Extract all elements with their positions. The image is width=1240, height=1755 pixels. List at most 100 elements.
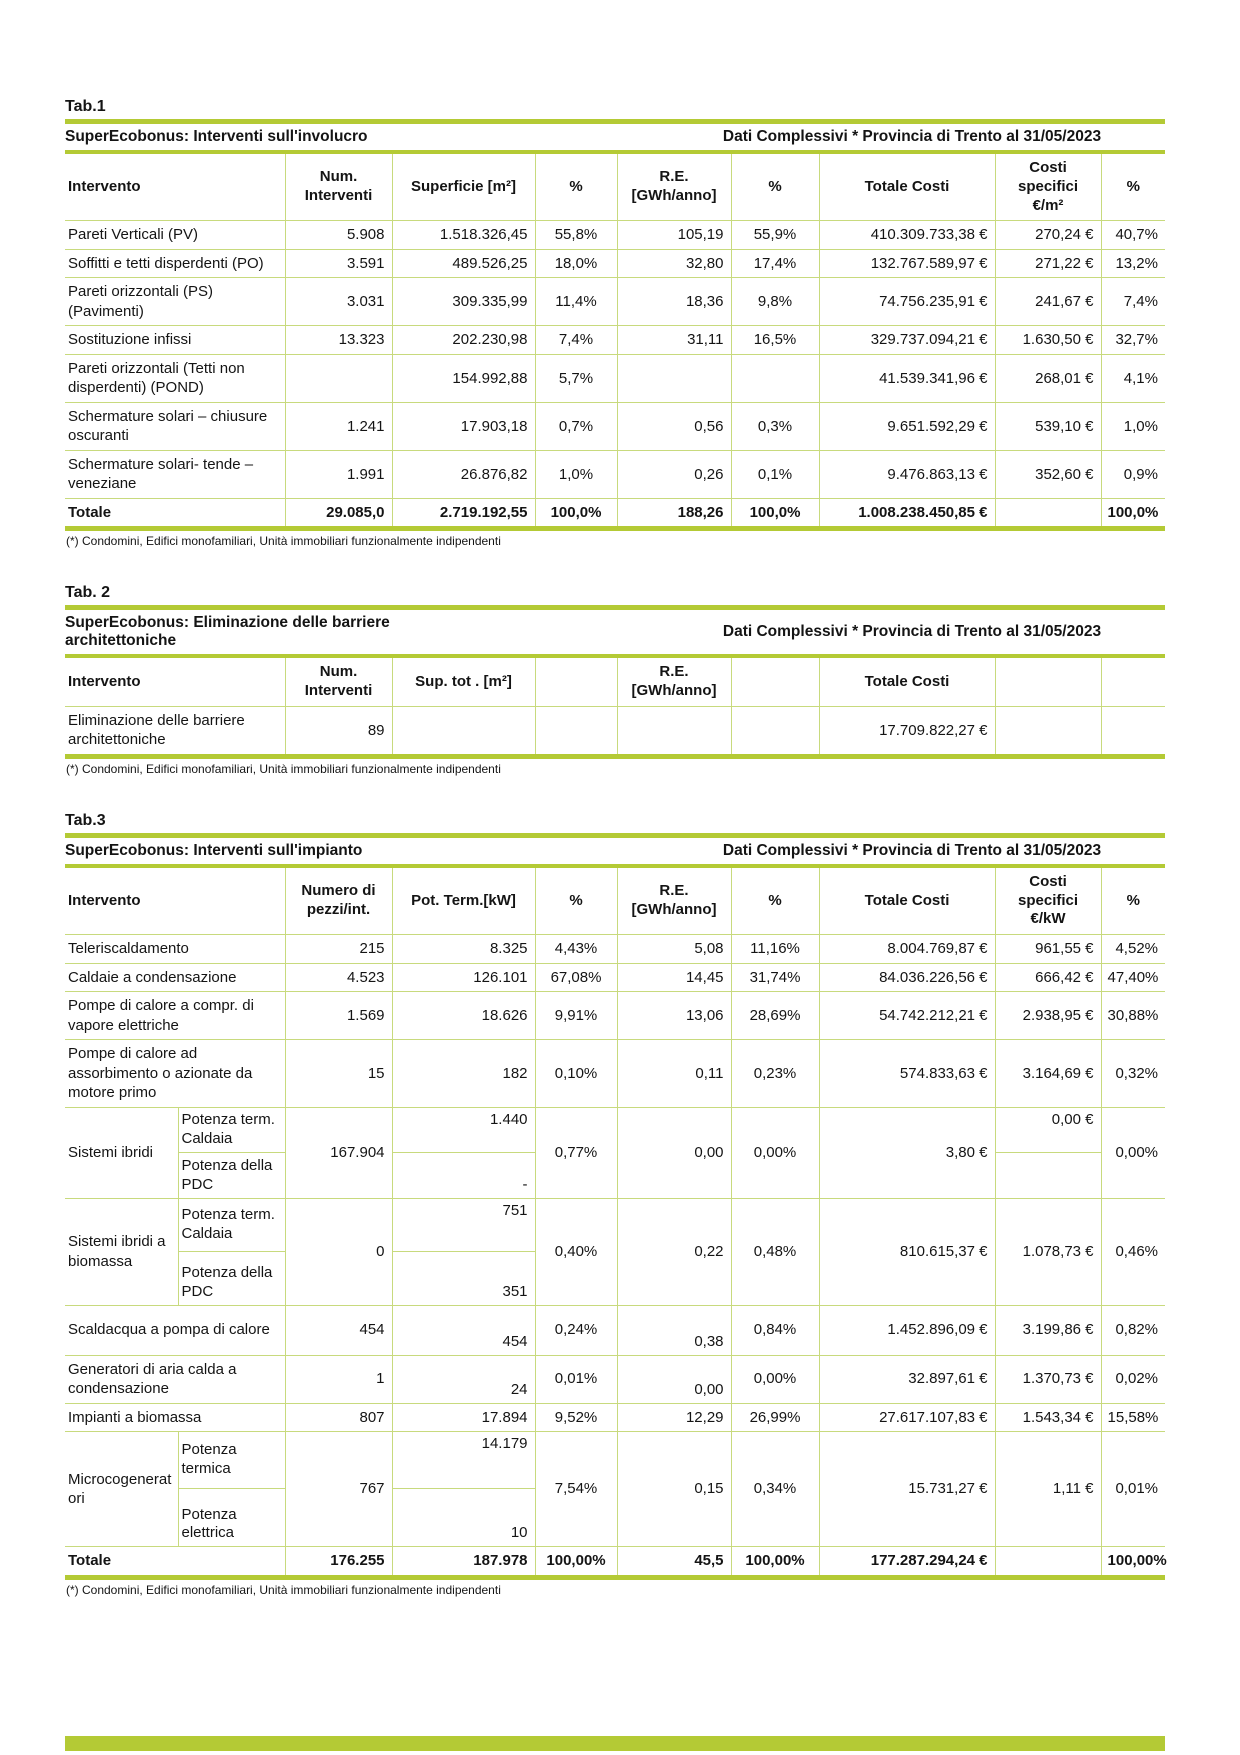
split-sub-value: 351 (502, 1282, 528, 1300)
table-cell: 12,29 (616, 1403, 732, 1432)
table-row: Sistemi ibridi a biomassa Potenza term. C… (65, 1198, 1166, 1305)
table-cell: 8.004.769,87 € (818, 934, 996, 963)
table-cell: 0,00 € (994, 1107, 1102, 1198)
table-cell: 309.335,99 (391, 277, 535, 326)
split-sub-value: 10 (510, 1524, 528, 1542)
table-cell: 1.452.896,09 € (818, 1305, 996, 1355)
column-header: R.E. [GWh/anno] (616, 154, 731, 221)
column-header: % (730, 867, 820, 935)
table-cell: 0,48% (730, 1198, 820, 1305)
table-cell: 5,7% (534, 354, 617, 403)
table-cell: 7,4% (1100, 277, 1165, 326)
table-cell: 15 (284, 1039, 393, 1107)
table-cell: 666,42 € (994, 963, 1102, 992)
table-cell: 30,88% (1100, 991, 1166, 1040)
table-cell (616, 706, 731, 757)
table-cell: Scaldacqua a pompa di calore (68, 1321, 270, 1339)
table-cell: 0,00 (616, 1355, 732, 1403)
table-cell: 7,4% (534, 325, 617, 355)
table-cell: Pareti orizzontali (PS) (Pavimenti) (68, 283, 214, 320)
table-cell: 11,4% (534, 277, 617, 326)
header-row: Intervento Num. Interventi Sup. tot . [m… (65, 658, 1165, 707)
table-cell: Sostituzione infissi (68, 331, 192, 349)
table-cell: 1.991 (284, 450, 392, 499)
tab1-footnote: (*) Condomini, Edifici monofamiliari, Un… (66, 534, 501, 549)
table-cell: 40,7% (1100, 220, 1165, 250)
table-cell: 9,91% (534, 991, 618, 1040)
table-cell: 454 (284, 1305, 393, 1355)
table-row: Teleriscaldamento 215 8.325 4,43% 5,08 11,16%… (65, 934, 1166, 963)
column-header: R.E. [GWh/anno] (616, 658, 731, 707)
table-cell: Teleriscaldamento (68, 940, 189, 957)
table-cell: 454 (391, 1305, 536, 1355)
column-header (730, 658, 819, 707)
table-cell: 47,40% (1100, 963, 1166, 992)
table-row: Soffitti e tetti disperdenti (PO) 3.591 48… (65, 249, 1165, 278)
column-header (534, 658, 617, 707)
split-sub-value (996, 1153, 1101, 1198)
table-cell: 1,0% (534, 450, 617, 499)
table-cell: Totale (68, 503, 112, 521)
table-cell: 329.737.094,21 € (818, 325, 995, 355)
table-cell: 15,58% (1100, 1403, 1166, 1432)
table-cell: 352,60 € (994, 450, 1101, 499)
table-cell: 0,00% (730, 1107, 820, 1198)
column-header: Sup. tot . [m²] (391, 658, 535, 707)
table-cell: 188,26 (616, 498, 731, 529)
table-row: Eliminazione delle barriere architettoni… (65, 706, 1165, 757)
table-cell: 17.894 (391, 1403, 536, 1432)
table-cell: 0,1% (730, 450, 819, 499)
table-cell: 9.651.592,29 € (818, 402, 995, 451)
table-cell (1100, 706, 1165, 757)
table-cell: 3.031 (284, 277, 392, 326)
table-row: Scaldacqua a pompa di calore 454 454 0,24% 0… (65, 1305, 1166, 1355)
table-cell: Potenza termica Potenza elettrica (177, 1431, 286, 1547)
document-content: Tab.1 SuperEcobonus: Interventi sull'inv… (65, 98, 1167, 1597)
table-cell: 0,02% (1100, 1355, 1166, 1403)
tab1-subtitle: Dati Complessivi * Provincia di Trento a… (722, 128, 1102, 145)
table-cell: 410.309.733,38 € (818, 220, 995, 250)
column-header: Num. Interventi (284, 154, 392, 221)
column-header: % (534, 154, 617, 221)
table-cell: 9.476.863,13 € (818, 450, 995, 499)
table-cell: 55,9% (730, 220, 819, 250)
table-cell: 0,32% (1100, 1039, 1166, 1107)
table-cell: 3.164,69 € (994, 1039, 1102, 1107)
table-cell: 26.876,82 (391, 450, 535, 499)
table-cell: 2.938,95 € (994, 991, 1102, 1040)
table-cell: 268,01 € (994, 354, 1101, 403)
table-cell: 241,67 € (994, 277, 1101, 326)
table-cell: 17,4% (730, 249, 819, 278)
tab1-title-band: SuperEcobonus: Interventi sull'involucro… (65, 119, 1165, 154)
column-header: Intervento (68, 672, 141, 690)
column-header: Costi specifici €/m² (994, 154, 1101, 221)
split-sub-value: - (522, 1175, 528, 1193)
table-row: Sostituzione infissi 13.323 202.230,98 7,4%… (65, 325, 1165, 355)
table-cell: 5,08 (616, 934, 732, 963)
table-cell: 15.731,27 € (818, 1431, 996, 1547)
table-cell: 4,52% (1100, 934, 1166, 963)
table-cell: 54.742.212,21 € (818, 991, 996, 1040)
table-cell: Sistemi ibridi a biomassa (68, 1233, 166, 1270)
table-cell: 18,0% (534, 249, 617, 278)
table-cell: 41.539.341,96 € (818, 354, 995, 403)
table-cell: 154.992,88 (391, 354, 535, 403)
table-cell: 126.101 (391, 963, 536, 992)
table-cell: 1.440 - (391, 1107, 536, 1198)
column-header: % (1100, 867, 1166, 935)
table-cell (730, 706, 819, 757)
table-cell: 1.569 (284, 991, 393, 1040)
table-cell: 167.904 (284, 1107, 393, 1198)
tab2-table: Intervento Num. Interventi Sup. tot . [m… (65, 658, 1165, 759)
table-cell: 100,00% (1100, 1546, 1167, 1577)
table-cell: 182 (391, 1039, 536, 1107)
table-cell: 31,11 (616, 325, 731, 355)
table-cell: Totale (68, 1552, 112, 1569)
tab3-title: SuperEcobonus: Interventi sull'impianto (65, 841, 363, 859)
table-cell: 4,43% (534, 934, 618, 963)
table-cell: 3,80 € (818, 1107, 996, 1198)
table-cell: 0,26 (616, 450, 731, 499)
table-cell: 1.370,73 € (994, 1355, 1102, 1403)
header-row: Intervento Numero di pezzi/int. Pot. Ter… (65, 867, 1166, 935)
table-cell (994, 706, 1101, 757)
